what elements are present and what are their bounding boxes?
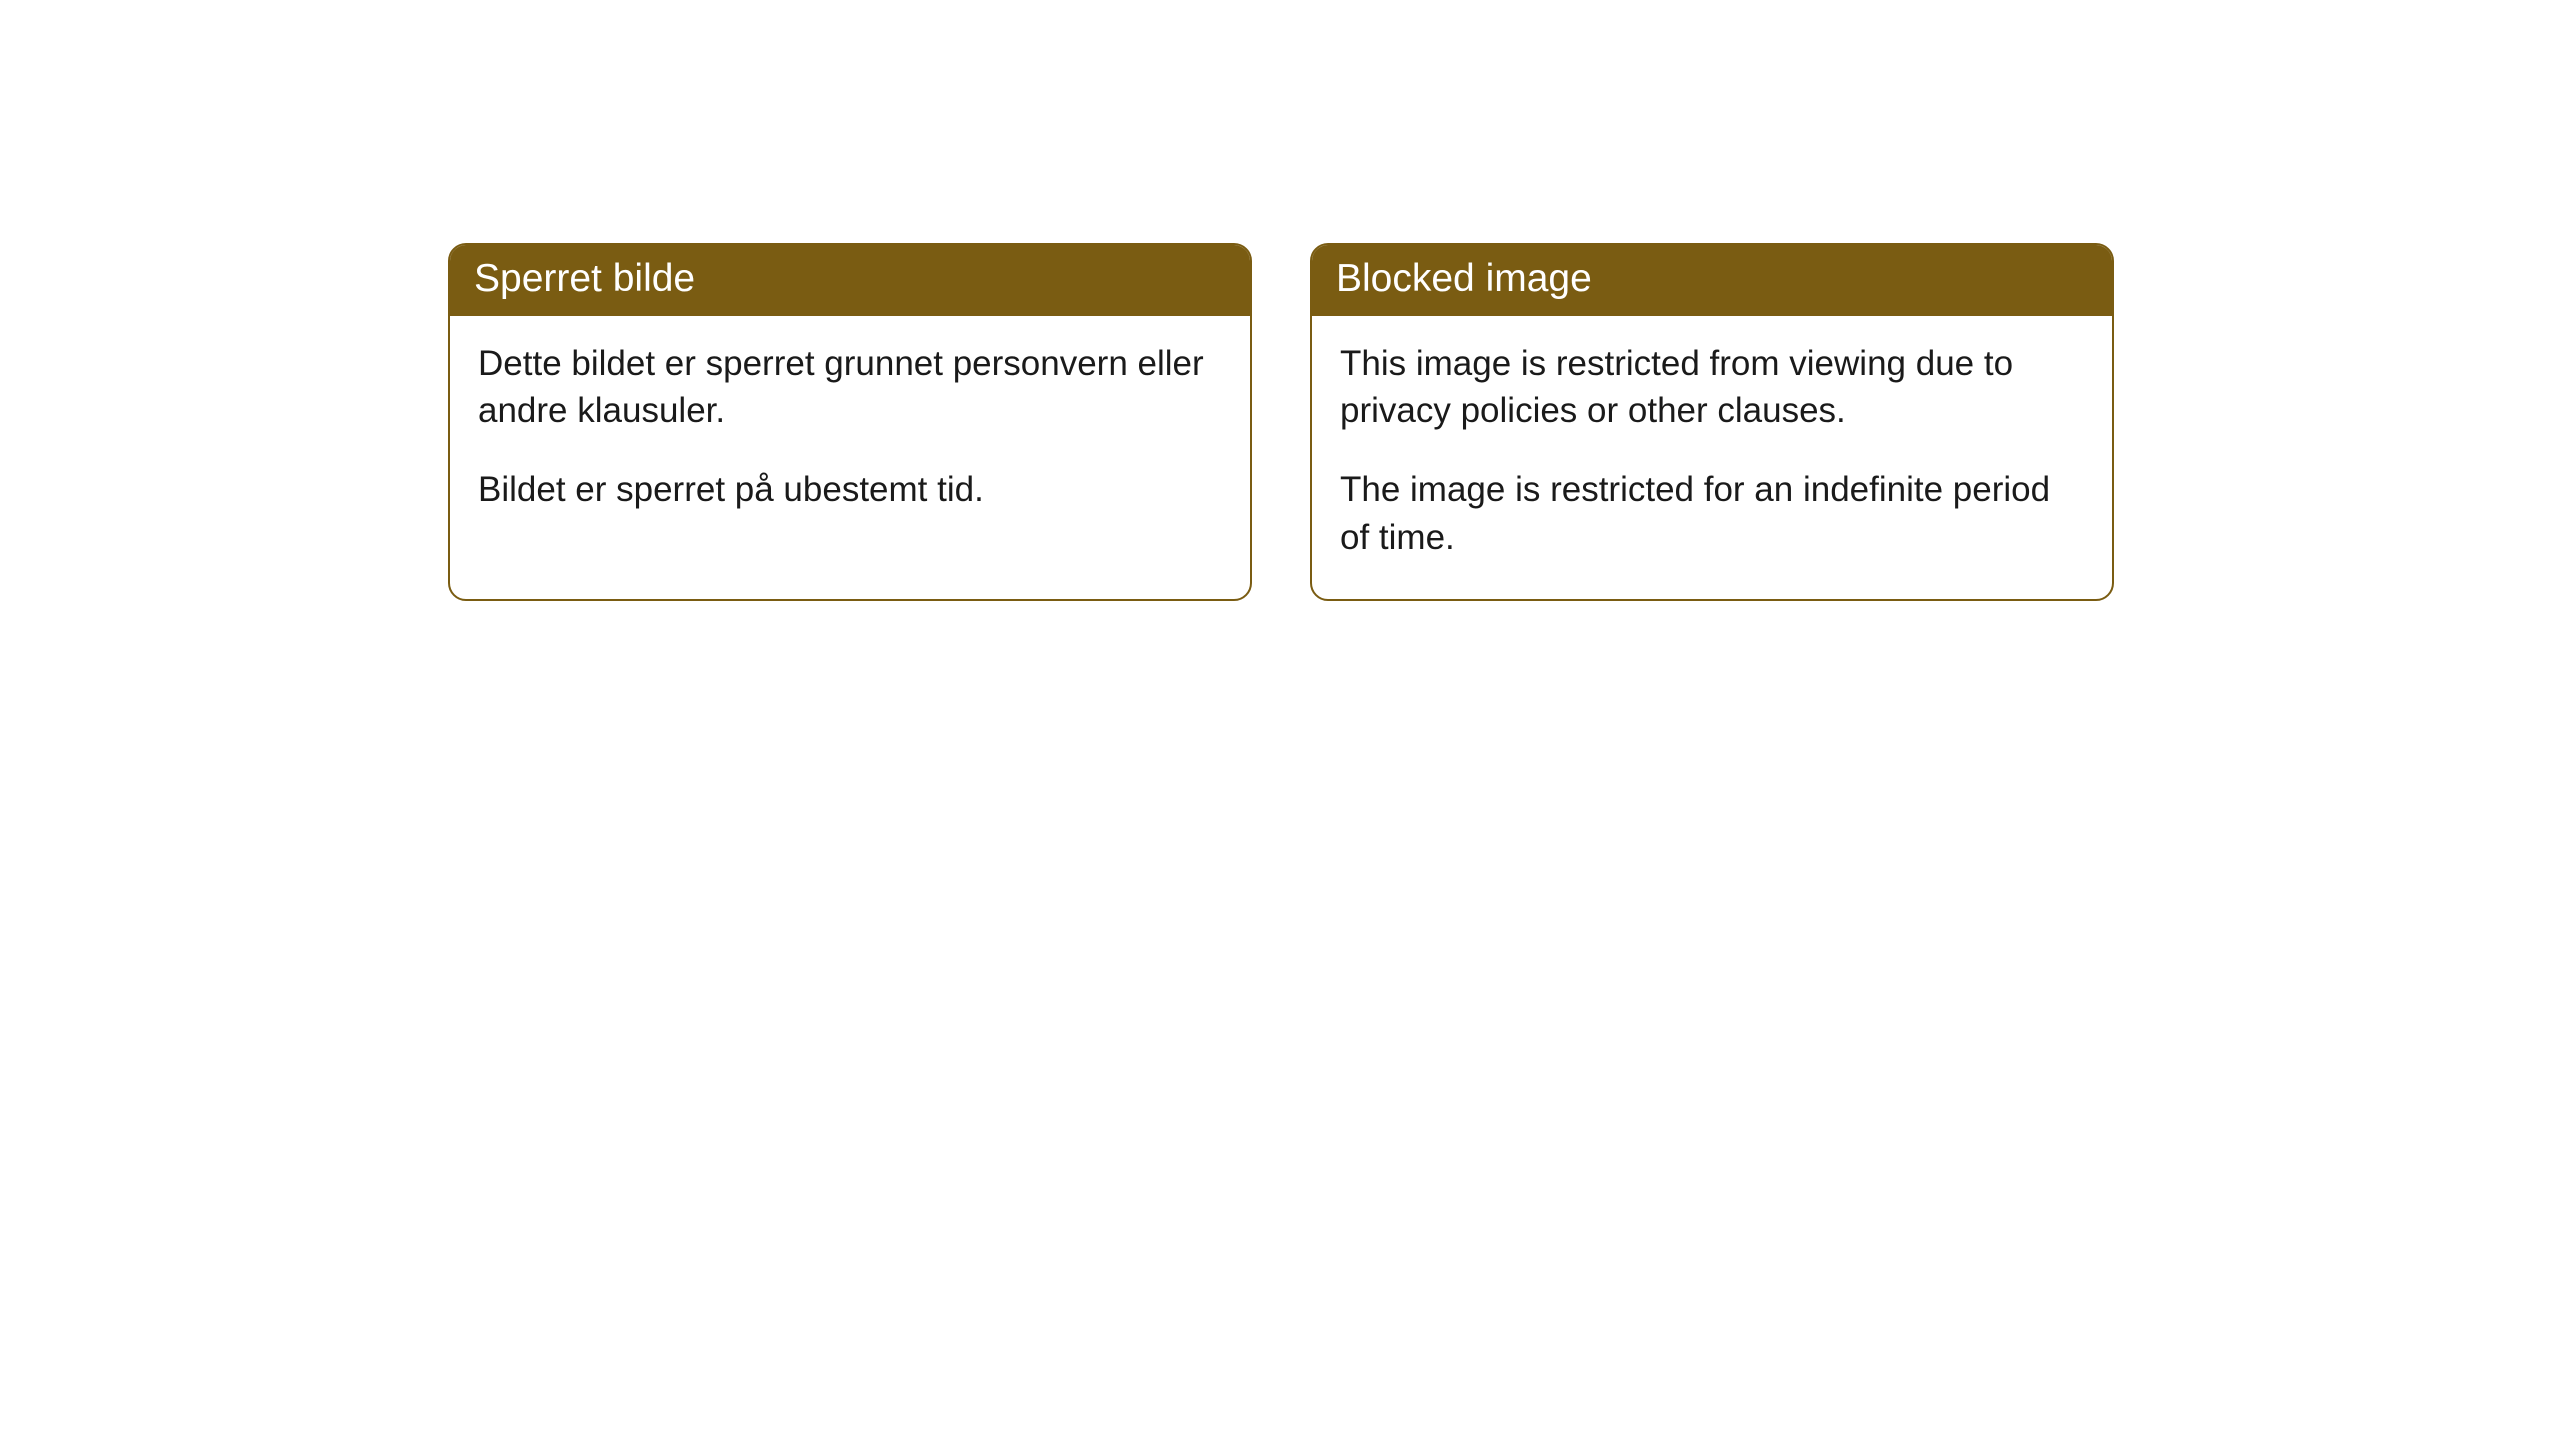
notice-paragraph: The image is restricted for an indefinit… [1340, 466, 2084, 561]
notice-card-english: Blocked image This image is restricted f… [1310, 243, 2114, 601]
notice-card-body: This image is restricted from viewing du… [1312, 316, 2112, 599]
notice-card-body: Dette bildet er sperret grunnet personve… [450, 316, 1250, 552]
notice-card-title: Blocked image [1312, 245, 2112, 316]
notice-card-norwegian: Sperret bilde Dette bildet er sperret gr… [448, 243, 1252, 601]
notice-paragraph: This image is restricted from viewing du… [1340, 340, 2084, 435]
notice-paragraph: Dette bildet er sperret grunnet personve… [478, 340, 1222, 435]
notice-paragraph: Bildet er sperret på ubestemt tid. [478, 466, 1222, 513]
notice-card-title: Sperret bilde [450, 245, 1250, 316]
notice-container: Sperret bilde Dette bildet er sperret gr… [0, 0, 2560, 601]
